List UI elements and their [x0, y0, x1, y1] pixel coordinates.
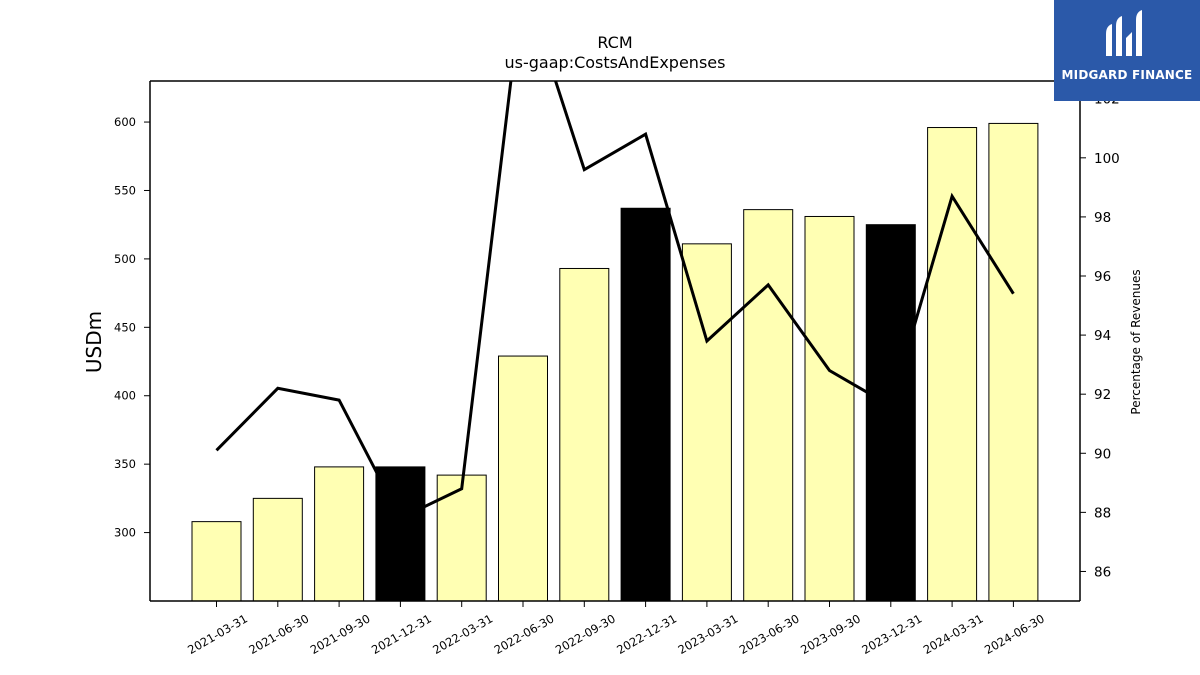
y-tick-label: 500: [114, 252, 136, 266]
y-tick-label: 400: [114, 389, 136, 403]
bar: [559, 267, 610, 602]
line-series-path: [215, 81, 1015, 521]
y2-tick-label: 94: [1094, 328, 1111, 344]
brand-logo: MIDGARD FINANCE: [1054, 0, 1200, 101]
x-tick-label: 2023-03-31: [676, 611, 741, 657]
logo-text: MIDGARD FINANCE: [1061, 68, 1193, 82]
x-tick-label: 2022-12-31: [614, 611, 679, 657]
chart-subtitle: us-gaap:CostsAndExpenses: [505, 53, 726, 72]
x-tick-label: 2022-03-31: [430, 611, 495, 657]
chart-title: RCM: [597, 33, 632, 52]
x-tick-label: 2024-06-30: [982, 611, 1047, 657]
y2-tick-label: 100: [1094, 151, 1120, 167]
x-tick-label: 2022-06-30: [492, 611, 557, 657]
line-series: [215, 81, 1015, 521]
bar: [743, 209, 794, 602]
bar: [927, 127, 978, 602]
y-tick-label: 450: [114, 320, 136, 334]
bar: [865, 224, 916, 602]
y-tick-label: 300: [114, 526, 136, 540]
x-tick-label: 2021-03-31: [185, 611, 250, 657]
y2-tick-label: 98: [1094, 210, 1111, 226]
bar: [498, 355, 548, 602]
x-tick-label: 2024-03-31: [921, 611, 986, 657]
logo-mark-icon: [1106, 10, 1142, 56]
bar: [252, 497, 303, 602]
y2-tick-label: 88: [1094, 505, 1111, 521]
x-tick-label: 2021-06-30: [246, 611, 311, 657]
x-tick-label: 2023-12-31: [859, 611, 924, 657]
bar: [436, 474, 487, 602]
y-tick-label: 550: [114, 183, 136, 197]
y2-tick-label: 86: [1094, 564, 1111, 580]
y2-tick-label: 92: [1094, 387, 1111, 403]
y2-tick-label: 96: [1094, 269, 1111, 285]
bar: [681, 243, 732, 602]
bar-series: [191, 122, 1039, 602]
x-tick-label: 2023-06-30: [737, 611, 802, 657]
y-axis-label: USDm: [82, 311, 106, 373]
y-tick-label: 350: [114, 457, 136, 471]
y2-tick-label: 90: [1094, 446, 1111, 462]
x-tick-label: 2022-09-30: [553, 611, 618, 657]
x-tick-label: 2023-09-30: [798, 611, 863, 657]
y2-axis-label: Percentage of Revenues: [1129, 269, 1143, 414]
bar: [314, 466, 365, 602]
y-tick-label: 600: [114, 115, 136, 129]
bar: [191, 521, 242, 602]
x-tick-label: 2021-09-30: [308, 611, 373, 657]
x-tick-label: 2021-12-31: [369, 611, 434, 657]
bar: [988, 122, 1039, 602]
bar: [620, 207, 671, 602]
bar: [804, 215, 855, 602]
